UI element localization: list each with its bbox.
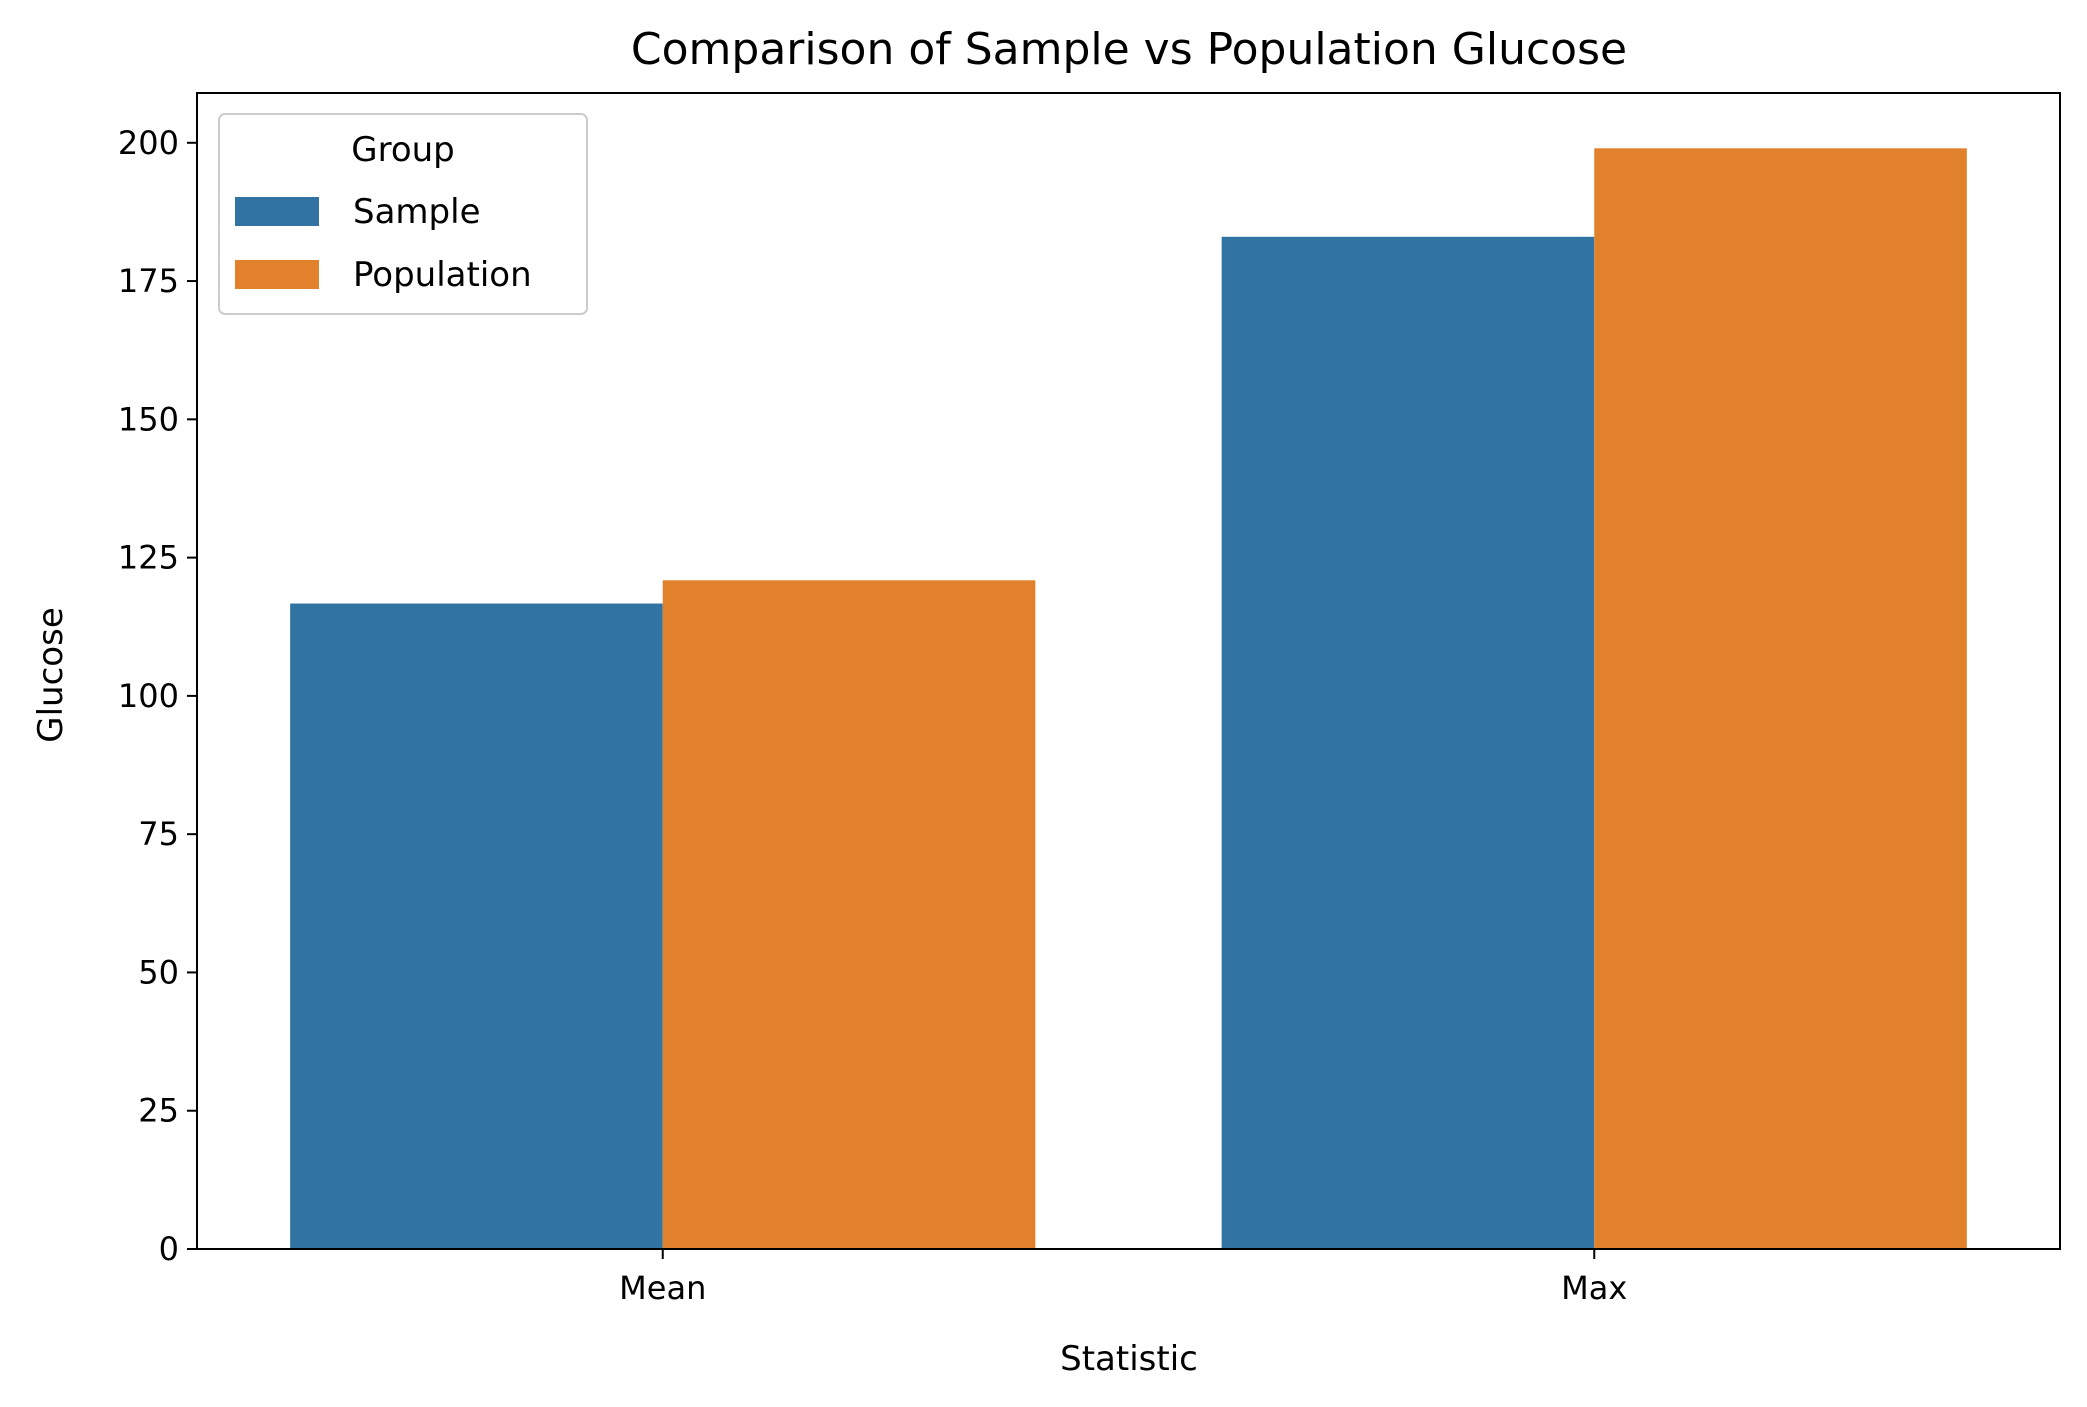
- x-tick-label: Mean: [619, 1269, 706, 1307]
- bar-population-mean: [662, 580, 1036, 1249]
- y-tick-label: 25: [138, 1092, 179, 1130]
- legend-swatch-sample: [235, 197, 319, 226]
- x-axis-label: Statistic: [1060, 1339, 1198, 1379]
- y-tick-label: 100: [118, 677, 179, 715]
- chart-title: Comparison of Sample vs Population Gluco…: [631, 24, 1627, 75]
- y-tick-label: 200: [118, 124, 179, 162]
- y-tick-label: 125: [118, 539, 179, 577]
- x-axis-ticks: Mean Max: [619, 1249, 1627, 1307]
- y-tick-label: 75: [138, 815, 179, 853]
- legend: Group Sample Population: [218, 113, 588, 315]
- y-tick-label: 0: [159, 1230, 179, 1268]
- y-axis-label: Glucose: [31, 607, 71, 742]
- x-tick-label: Max: [1561, 1269, 1627, 1307]
- y-tick-label: 150: [118, 400, 179, 438]
- y-tick-label: 50: [138, 953, 179, 991]
- y-axis-ticks: 0 25 50 75 100 125 150 175 200: [118, 124, 197, 1268]
- bar-population-max: [1594, 148, 1967, 1249]
- legend-label-population: Population: [353, 255, 532, 295]
- legend-label-sample: Sample: [353, 192, 480, 232]
- y-tick-label: 175: [118, 262, 179, 300]
- bar-sample-max: [1221, 236, 1595, 1250]
- legend-title: Group: [351, 130, 455, 170]
- bar-sample-mean: [290, 603, 663, 1249]
- bars-layer: [290, 148, 1967, 1250]
- plot-frame: [196, 92, 2061, 1250]
- legend-swatch-population: [235, 260, 319, 289]
